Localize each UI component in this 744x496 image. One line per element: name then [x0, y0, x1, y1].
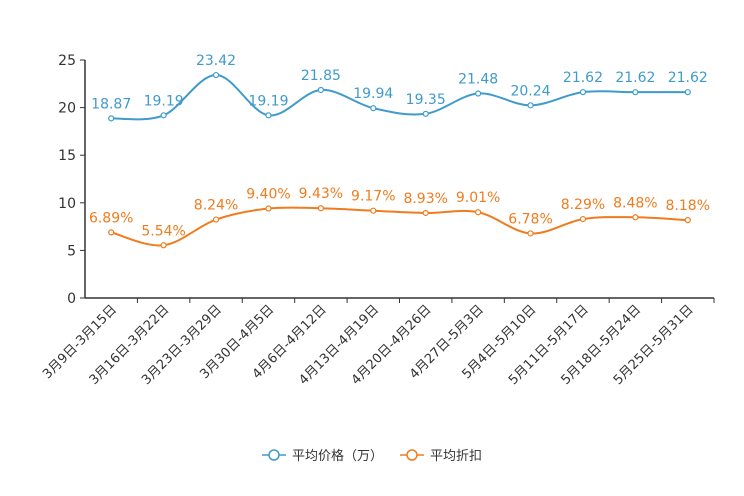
axes: 05101520253月9日-3月15日3月16日-3月22日3月23日-3月2…	[40, 53, 715, 388]
data-point[interactable]	[475, 209, 482, 216]
series-avg-price: 18.87 19.19 23.42 19.19 21.85 19.94 19.35 21.48…	[91, 53, 708, 122]
legend-label: 平均价格（万）	[292, 448, 383, 464]
data-point[interactable]	[212, 216, 220, 223]
data-label: 9.43%	[299, 186, 343, 202]
data-point[interactable]	[579, 89, 587, 96]
data-point[interactable]	[579, 215, 587, 223]
data-label: 9.17%	[351, 189, 395, 205]
data-point[interactable]	[527, 230, 534, 237]
y-tick-label: 20	[58, 101, 76, 117]
y-tick-label: 0	[67, 291, 76, 307]
legend-item-avg-price[interactable]: 平均价格（万）	[262, 448, 383, 464]
data-point[interactable]	[108, 115, 115, 122]
data-point[interactable]	[422, 110, 429, 117]
data-point[interactable]	[475, 90, 482, 97]
data-label: 8.24%	[194, 198, 238, 214]
data-point[interactable]	[160, 242, 167, 249]
legend-label: 平均折扣	[430, 449, 482, 464]
data-point[interactable]	[684, 89, 691, 96]
data-label: 6.78%	[508, 211, 552, 227]
data-label: 19.35	[406, 92, 446, 108]
data-label: 23.42	[196, 53, 236, 69]
legend-marker-icon	[406, 449, 418, 461]
data-label: 21.62	[615, 70, 655, 86]
data-point[interactable]	[370, 105, 377, 112]
data-label: 19.19	[248, 93, 288, 109]
data-point[interactable]	[317, 86, 324, 94]
data-label: 5.54%	[141, 223, 185, 239]
legend-item-avg-discount[interactable]: 平均折扣	[400, 449, 482, 464]
data-label: 19.19	[144, 93, 184, 109]
series-line	[110, 206, 688, 247]
data-label: 8.29%	[561, 197, 605, 213]
series-avg-discount: 6.89% 5.54% 8.24% 9.40% 9.43% 9.17% 8.93% 9.01%…	[89, 186, 710, 249]
data-point[interactable]	[265, 205, 272, 212]
data-point[interactable]	[108, 229, 115, 236]
data-label: 21.62	[563, 70, 603, 86]
data-label: 8.93%	[403, 191, 447, 207]
data-label: 19.94	[353, 86, 393, 102]
data-label: 6.89%	[89, 210, 133, 226]
data-label: 8.18%	[666, 198, 710, 214]
data-label: 8.48%	[613, 195, 657, 211]
data-label: 9.40%	[246, 187, 290, 203]
data-label: 18.87	[91, 96, 131, 112]
data-point[interactable]	[632, 214, 639, 221]
data-point[interactable]	[160, 112, 167, 119]
data-label: 21.62	[668, 70, 708, 86]
data-label: 9.01%	[456, 190, 500, 206]
y-tick-label: 10	[58, 196, 76, 212]
data-label: 20.24	[510, 83, 550, 99]
data-point[interactable]	[632, 89, 639, 96]
series-layer: 18.87 19.19 23.42 19.19 21.85 19.94 19.35 21.48…	[89, 53, 710, 249]
data-point[interactable]	[527, 102, 534, 109]
y-tick-label: 15	[58, 148, 76, 164]
data-label: 21.48	[458, 72, 498, 88]
data-point[interactable]	[370, 207, 377, 214]
legend-marker-icon	[268, 449, 280, 461]
data-label: 21.85	[301, 68, 341, 84]
data-point[interactable]	[212, 71, 220, 79]
legend[interactable]: 平均价格（万） 平均折扣	[262, 448, 482, 464]
data-point[interactable]	[317, 205, 324, 212]
data-point[interactable]	[684, 217, 691, 224]
data-point[interactable]	[422, 209, 429, 217]
data-point[interactable]	[265, 112, 272, 119]
y-tick-label: 5	[67, 243, 76, 259]
y-tick-label: 25	[58, 53, 76, 69]
